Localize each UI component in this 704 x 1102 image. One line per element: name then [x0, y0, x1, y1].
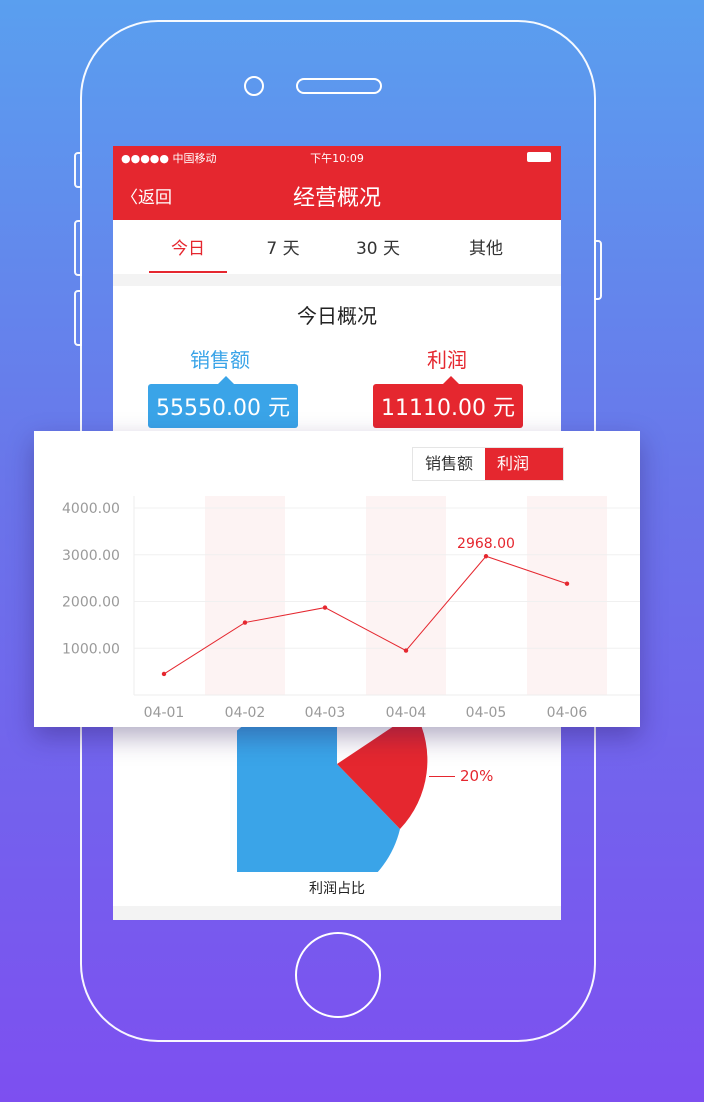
y-tick-label: 4000.00: [62, 501, 120, 517]
power-button: [594, 240, 602, 300]
back-button[interactable]: 〈返回: [121, 188, 172, 208]
profit-pie-chart: [202, 705, 437, 906]
front-camera-icon: [244, 76, 264, 96]
toggle-sales[interactable]: 销售额: [424, 454, 473, 473]
y-tick-label: 2000.00: [62, 595, 120, 611]
tab-7-days[interactable]: 7 天: [266, 239, 300, 259]
line-chart: 4000.00 3000.00 2000.00 1000.00 04-01 04-02 04…: [62, 496, 640, 721]
profit-label: 利润: [427, 348, 467, 372]
chart-band: [205, 496, 285, 695]
chart-band: [527, 496, 607, 695]
carrier-signal: ●●●●● 中国移动: [121, 152, 217, 165]
data-point: [161, 671, 167, 677]
status-bar: ●●●●● 中国移动 下午10:09: [113, 146, 561, 168]
x-tick-label: 04-04: [386, 705, 427, 721]
sales-value-badge: 55550.00 元: [148, 376, 298, 428]
data-point: [564, 581, 570, 586]
x-tick-label: 04-05: [466, 705, 507, 721]
series-line: [163, 555, 568, 675]
profit-value-badge: 11110.00 元: [373, 376, 523, 428]
chart-band: [366, 496, 446, 695]
tab-30-days[interactable]: 30 天: [355, 239, 401, 259]
x-tick-label: 04-03: [305, 705, 346, 721]
pie-slice-profit: [337, 712, 428, 829]
bottom-divider: [113, 906, 561, 920]
status-time: 下午10:09: [310, 152, 364, 165]
tab-other[interactable]: 其他: [469, 239, 503, 259]
pie-slice-other: [202, 705, 400, 906]
x-tick-label: 04-02: [225, 705, 266, 721]
data-point: [483, 554, 489, 559]
overview-title: 今日概况: [297, 304, 377, 328]
x-tick-label: 04-01: [144, 705, 185, 721]
volume-down-button: [74, 290, 82, 346]
tab-today[interactable]: 今日: [171, 239, 205, 259]
pie-label-leader: [429, 776, 455, 777]
trend-chart-card: 4000.00 3000.00 2000.00 1000.00 04-01 04-02 04…: [34, 431, 640, 727]
active-tab-indicator: [149, 271, 227, 273]
home-button[interactable]: [295, 932, 381, 1018]
data-point: [322, 605, 328, 610]
toggle-profit[interactable]: 利润: [485, 448, 563, 480]
pie-caption: 利润占比: [309, 881, 365, 897]
y-tick-label: 3000.00: [62, 548, 120, 564]
mute-switch: [74, 152, 82, 188]
page-title: 经营概况: [292, 186, 381, 211]
y-tick-label: 1000.00: [62, 641, 120, 657]
metric-toggle: 销售额 利润: [411, 447, 564, 481]
volume-up-button: [74, 220, 82, 276]
sales-label: 销售额: [190, 348, 250, 372]
nav-bar: 〈返回 经营概况: [113, 168, 561, 220]
x-tick-label: 04-06: [547, 705, 588, 721]
pie-percent-label: 20%: [460, 767, 494, 785]
period-tabs: 今日 7 天 30 天 其他: [113, 220, 561, 286]
battery-icon: [527, 152, 551, 162]
speaker-grille: [296, 78, 382, 94]
data-point: [403, 648, 409, 653]
data-point: [242, 620, 248, 625]
data-label: 2968.00: [457, 536, 515, 552]
